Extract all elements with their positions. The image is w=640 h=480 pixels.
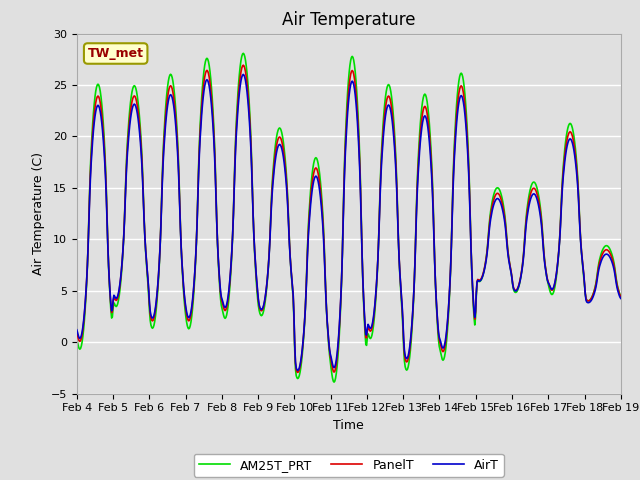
AM25T_PRT <box>433 299 440 305</box>
AM25T_PRT <box>139 170 147 176</box>
PanelT <box>417 131 424 137</box>
AirT <box>617 296 625 301</box>
Line: AirT: AirT <box>77 74 621 371</box>
AM25T_PRT <box>194 191 202 196</box>
AM25T_PRT <box>73 336 81 342</box>
AirT <box>239 72 247 77</box>
AirT <box>139 178 147 184</box>
PanelT <box>239 62 247 68</box>
AirT <box>223 302 230 308</box>
PanelT <box>294 370 301 375</box>
PanelT <box>73 330 81 336</box>
PanelT <box>617 294 625 300</box>
Line: PanelT: PanelT <box>77 65 621 372</box>
AirT <box>294 368 301 373</box>
AM25T_PRT <box>239 50 247 56</box>
Y-axis label: Air Temperature (C): Air Temperature (C) <box>32 152 45 275</box>
AirT <box>433 296 440 301</box>
AirT <box>73 327 81 333</box>
PanelT <box>223 305 230 311</box>
AM25T_PRT <box>417 121 424 127</box>
PanelT <box>194 192 202 198</box>
PanelT <box>433 296 440 301</box>
AM25T_PRT <box>617 293 625 299</box>
PanelT <box>83 278 90 284</box>
AirT <box>194 196 202 202</box>
AirT <box>83 278 90 284</box>
Line: AM25T_PRT: AM25T_PRT <box>77 53 621 382</box>
AM25T_PRT <box>330 379 338 385</box>
Legend: AM25T_PRT, PanelT, AirT: AM25T_PRT, PanelT, AirT <box>194 454 504 477</box>
AirT <box>417 139 424 145</box>
AM25T_PRT <box>83 281 90 287</box>
Title: Air Temperature: Air Temperature <box>282 11 415 29</box>
PanelT <box>139 174 147 180</box>
Text: TW_met: TW_met <box>88 47 144 60</box>
AM25T_PRT <box>223 312 230 318</box>
X-axis label: Time: Time <box>333 419 364 432</box>
